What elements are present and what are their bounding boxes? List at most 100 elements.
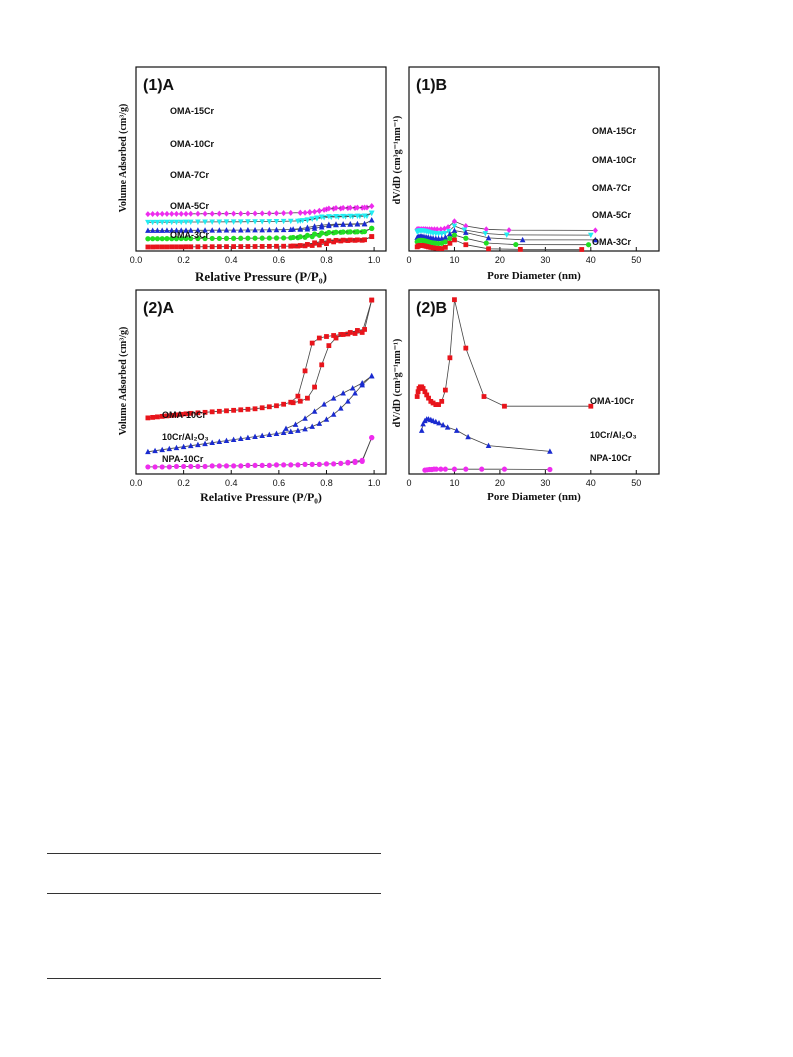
data-point-10cr-al2o3 [352, 390, 358, 396]
table-rule-top [47, 853, 381, 854]
data-point-oma-7cr [304, 224, 311, 230]
data-point-npa-10cr [547, 466, 553, 473]
data-point-oma-10cr [150, 414, 156, 420]
data-point-oma-10cr [481, 394, 487, 399]
data-point-oma-3cr [188, 244, 194, 250]
data-point-oma-15cr [266, 210, 272, 217]
x-tick-label: 1.0 [368, 255, 381, 265]
data-point-oma-3cr [209, 244, 215, 250]
data-point-oma-10cr [145, 415, 151, 421]
x-tick-label: 0.6 [273, 255, 286, 265]
data-point-npa-10cr [202, 463, 208, 470]
data-point-oma-10cr [195, 219, 201, 225]
data-point-oma-15cr [223, 210, 230, 217]
data-point-10cr-al2o3 [195, 441, 201, 448]
data-point-oma-3cr [340, 237, 346, 243]
data-point-npa-10cr [245, 462, 251, 469]
data-point-oma-5cr [202, 235, 208, 242]
data-point-10cr-al2o3 [266, 431, 273, 437]
x-tick-label: 0.8 [320, 255, 333, 265]
data-point-oma-7cr [592, 236, 599, 243]
data-point-oma-15cr [429, 226, 435, 233]
data-point-10cr-al2o3 [440, 421, 446, 428]
data-point-oma-7cr [340, 221, 346, 227]
panel-2b-ylabel: dV/dD (cm³g⁻¹nm⁻¹) [392, 339, 403, 428]
data-point-oma-15cr [438, 226, 444, 233]
data-point-10cr-al2o3 [187, 442, 194, 449]
data-point-npa-10cr [238, 463, 244, 469]
data-point-oma-10cr [295, 218, 301, 225]
data-point-oma-15cr [340, 204, 346, 211]
data-point-oma-7cr [173, 227, 180, 233]
data-point-oma-5cr [513, 241, 519, 248]
data-point-oma-15cr [361, 204, 368, 211]
data-point-10cr-al2o3 [337, 405, 344, 411]
data-point-oma-5cr [442, 239, 448, 245]
data-point-oma-10cr [309, 340, 315, 346]
data-point-oma-15cr [281, 210, 287, 217]
data-point-npa-10cr [433, 466, 439, 472]
data-point-npa-10cr [451, 466, 458, 472]
data-point-oma-3cr [202, 244, 208, 250]
series-line-oma-7cr-des [293, 219, 372, 230]
data-point-oma-3cr [174, 244, 179, 250]
data-point-oma-10cr [503, 232, 510, 238]
data-point-oma-10cr [333, 335, 339, 341]
data-point-oma-10cr [245, 219, 251, 225]
x-tick-label: 10 [449, 255, 459, 265]
data-point-oma-10cr [297, 398, 303, 404]
panel-2a-label: (2)A [143, 300, 175, 317]
data-point-oma-5cr [188, 235, 194, 242]
data-point-oma-10cr [502, 403, 507, 409]
data-point-oma-3cr [266, 243, 272, 249]
series-label-oma-15cr: OMA-15Cr [170, 106, 215, 116]
data-point-npa-10cr [323, 461, 330, 467]
panel-2a: (2)A Volume Adsorbed (cm³/g) Relative Pr… [118, 289, 387, 504]
data-point-oma-5cr [150, 236, 156, 242]
data-point-10cr-al2o3 [280, 429, 287, 435]
data-point-10cr-al2o3 [433, 418, 439, 425]
x-tick-label: 0.6 [273, 478, 286, 488]
data-point-oma-3cr [436, 246, 441, 251]
data-point-oma-3cr [297, 243, 303, 248]
data-point-oma-5cr [447, 235, 453, 242]
data-point-oma-15cr [434, 226, 440, 233]
data-point-oma-10cr [195, 410, 201, 416]
data-point-oma-5cr [164, 236, 170, 242]
data-point-oma-15cr [347, 204, 353, 211]
panel-2a-frame [135, 289, 387, 475]
panel-2b-xlabel: Pore Diameter (nm) [487, 491, 581, 503]
data-point-oma-5cr [585, 242, 592, 248]
data-point-oma-15cr [326, 205, 332, 212]
data-point-oma-15cr [169, 210, 175, 217]
x-tick-label: 20 [495, 478, 505, 488]
data-point-npa-10cr [216, 463, 222, 469]
data-point-oma-7cr [223, 227, 230, 233]
panel-2a-ylabel: Volume Adsorbed (cm³/g) [118, 327, 129, 436]
x-tick-label: 20 [495, 255, 505, 265]
data-point-oma-3cr [579, 247, 585, 252]
panel-1b-ylabel: dV/dD (cm³g⁻¹nm⁻¹) [392, 116, 403, 205]
data-point-oma-3cr [305, 242, 310, 247]
data-point-oma-15cr [316, 207, 322, 214]
data-point-oma-5cr [245, 235, 251, 241]
data-point-oma-10cr [183, 411, 189, 417]
data-point-oma-3cr [169, 244, 175, 250]
x-tick-label: 50 [631, 478, 641, 488]
data-point-oma-10cr [216, 219, 223, 225]
data-point-oma-5cr [361, 228, 368, 235]
data-point-oma-5cr [483, 240, 489, 246]
x-tick-label: 40 [586, 255, 596, 265]
data-point-oma-7cr [297, 225, 304, 232]
data-point-oma-15cr [216, 210, 222, 217]
data-point-npa-10cr [359, 457, 365, 463]
panel-2b-xticks: 0 10 20 30 40 50 [406, 470, 641, 488]
data-point-npa-10cr [273, 462, 280, 468]
data-point-oma-10cr [415, 389, 421, 395]
data-point-oma-10cr [299, 218, 306, 224]
data-point-oma-5cr [369, 225, 375, 231]
data-point-oma-7cr [354, 220, 361, 227]
series-label-oma-5cr: OMA-5Cr [170, 201, 209, 211]
data-point-npa-10cr [152, 464, 158, 470]
data-point-oma-7cr [361, 220, 368, 227]
